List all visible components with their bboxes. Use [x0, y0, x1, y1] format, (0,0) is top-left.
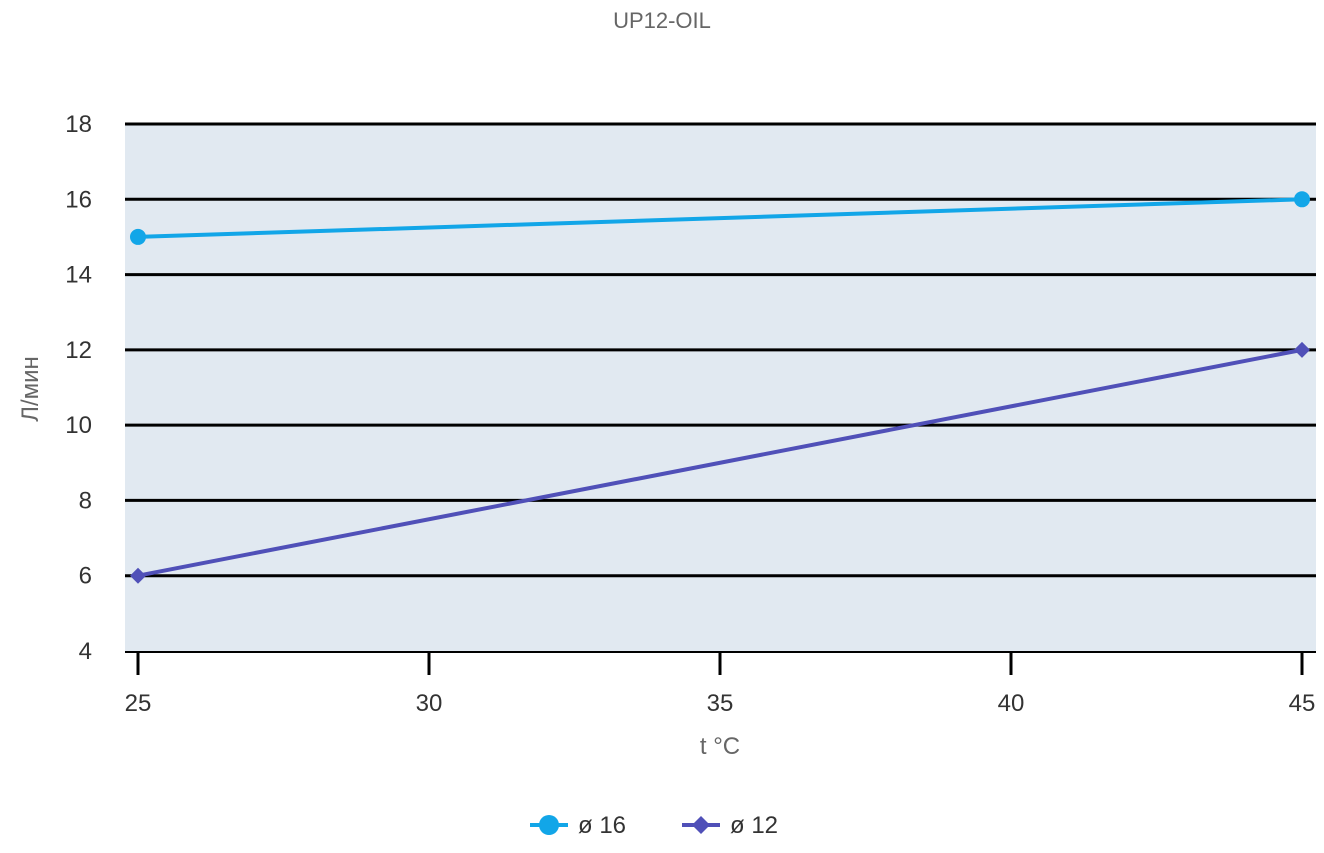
y-tick-label: 14 [65, 262, 92, 289]
data-point [130, 228, 146, 245]
x-axis: 25 30 35 40 45 [125, 651, 1316, 717]
gridlines [125, 122, 1316, 578]
x-tick-label: 40 [998, 690, 1025, 717]
data-point [1294, 191, 1310, 208]
legend-label: ø 12 [730, 812, 778, 839]
x-tick-label: 45 [1289, 690, 1316, 717]
y-tick-label: 18 [65, 111, 92, 138]
series-line [137, 347, 1303, 578]
legend-marker [692, 816, 710, 834]
data-point [1294, 341, 1310, 358]
legend-marker [539, 815, 559, 835]
legend-item[interactable]: ø 12 [682, 812, 778, 839]
y-tick-label: 6 [79, 563, 92, 590]
y-tick-label: 12 [65, 337, 92, 364]
series-2 [130, 341, 1310, 584]
legend: ø 16 ø 12 [530, 812, 778, 839]
series-1 [130, 191, 1310, 245]
chart-title: UP12-OIL [613, 8, 711, 33]
data-point [130, 567, 146, 584]
y-tick-label: 10 [65, 412, 92, 439]
y-axis: 4 6 8 10 12 14 16 18 [65, 111, 92, 665]
x-tick-label: 30 [416, 690, 443, 717]
legend-label: ø 16 [578, 812, 626, 839]
x-tick-label: 35 [707, 690, 734, 717]
x-tick-label: 25 [125, 690, 152, 717]
series-line [137, 197, 1303, 239]
y-tick-label: 8 [79, 487, 92, 514]
legend-item[interactable]: ø 16 [530, 812, 626, 839]
x-axis-title: t °C [700, 733, 740, 760]
y-tick-label: 16 [65, 186, 92, 213]
series-layer [130, 191, 1310, 584]
y-tick-label: 4 [79, 638, 92, 665]
y-axis-title: Л/мин [17, 356, 44, 422]
